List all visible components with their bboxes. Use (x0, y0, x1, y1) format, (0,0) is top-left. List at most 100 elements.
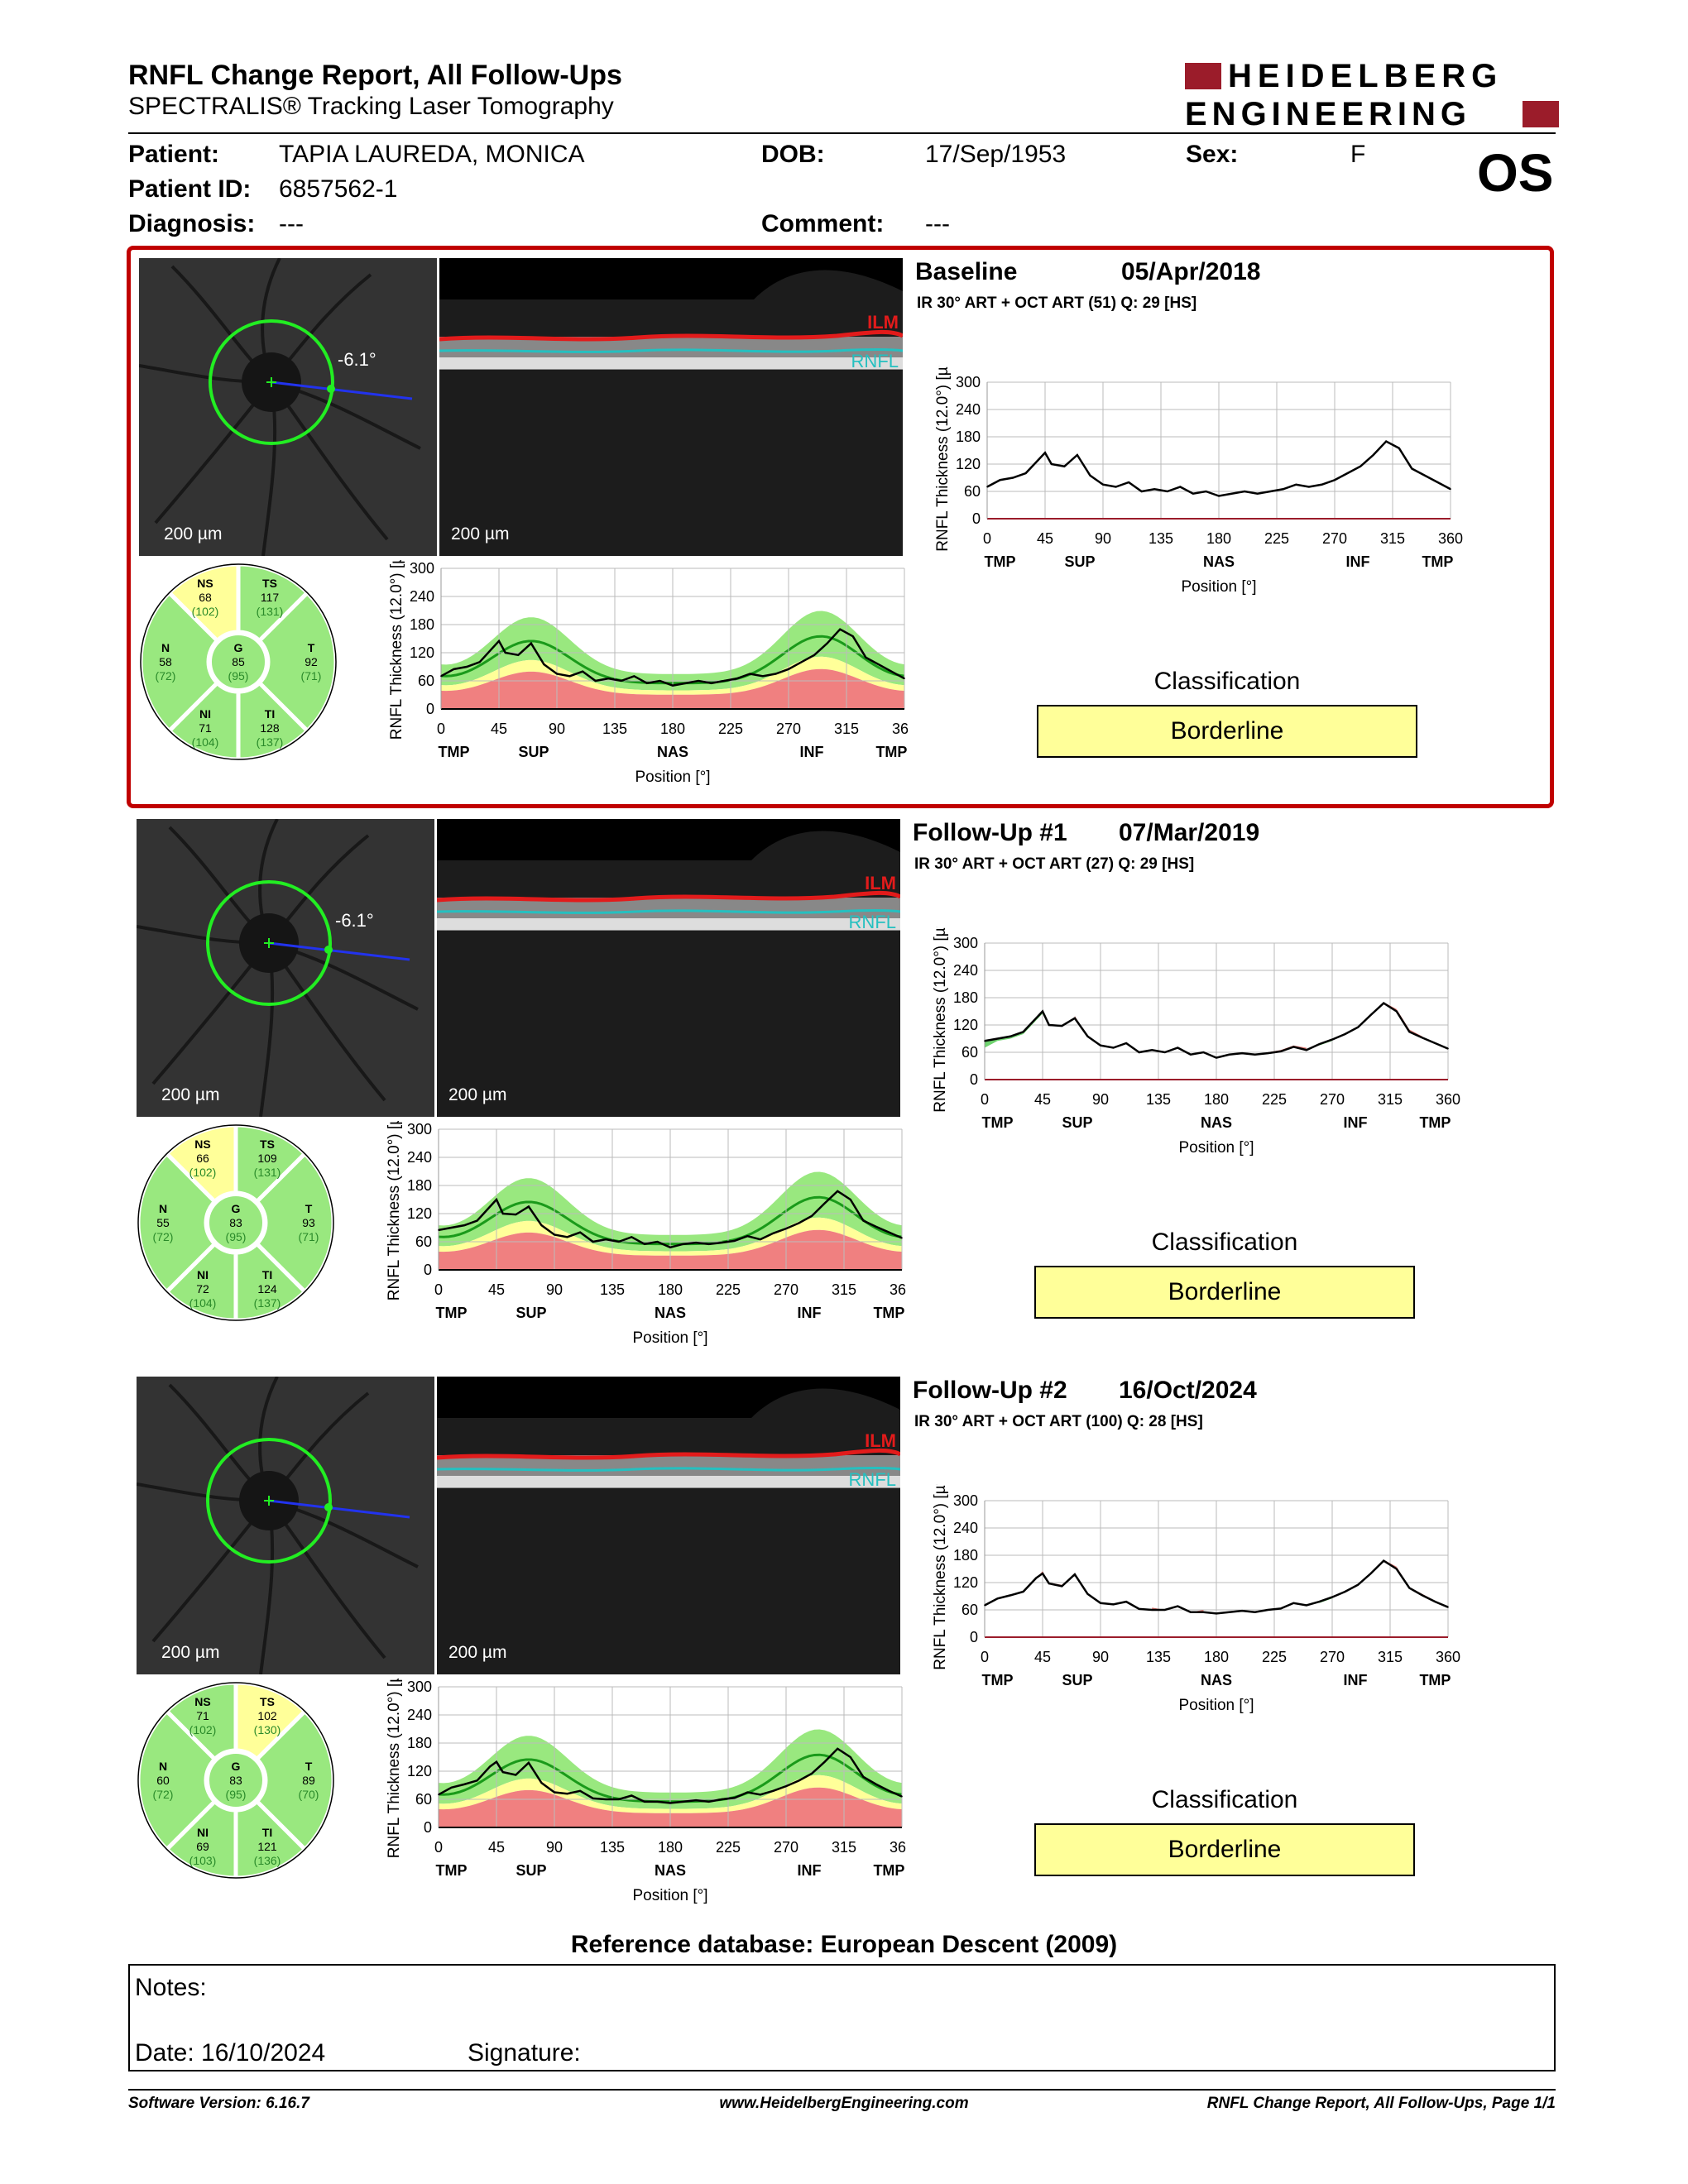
x-tick-label: 315 (1380, 530, 1405, 547)
data-point (646, 682, 648, 684)
scan-start-marker (327, 385, 335, 393)
x-tick-label: 135 (1146, 1649, 1171, 1665)
notes-box[interactable] (128, 1964, 1556, 2071)
data-point (1042, 1010, 1043, 1013)
data-point (1048, 1024, 1050, 1026)
data-point (1061, 1585, 1063, 1588)
ilm-label: ILM (865, 873, 896, 893)
y-tick-label: 300 (956, 374, 981, 390)
data-point (849, 1756, 851, 1758)
data-point (1447, 1047, 1449, 1050)
data-point (684, 682, 687, 684)
y-axis-title: RNFL Thickness (12.0°) [µm] (388, 560, 405, 740)
data-point (1395, 1010, 1398, 1013)
x-tick-label: 135 (1146, 1091, 1171, 1108)
sector-reference: (102) (189, 1166, 217, 1179)
data-point (440, 675, 442, 678)
y-tick-label: 300 (407, 1121, 432, 1138)
data-point (489, 1765, 492, 1768)
fundus-drawing: -6.1° (137, 819, 419, 1117)
x-tick-label: 135 (1149, 530, 1173, 547)
sector-value: 93 (302, 1216, 315, 1229)
x-tick-label: 90 (1092, 1649, 1109, 1665)
sector-value: 124 (257, 1282, 277, 1296)
sector-g[interactable] (206, 1751, 266, 1810)
data-point (1344, 1033, 1346, 1035)
x-tick-label: 90 (1095, 530, 1111, 547)
data-point (749, 673, 751, 675)
data-point (1190, 1611, 1192, 1613)
data-point (762, 675, 764, 678)
data-point (501, 1771, 504, 1773)
data-point (1256, 492, 1259, 495)
rnfl-profile-line (440, 628, 905, 687)
data-point (901, 1795, 903, 1798)
x-axis-title: Position [°] (635, 769, 710, 786)
sector-value: 92 (305, 655, 318, 668)
footer-divider (128, 2089, 1556, 2091)
bscan-image: ILM RNFL 200 µm (437, 1377, 900, 1674)
x-tick-label: 225 (718, 721, 743, 737)
sector-name: N (159, 1202, 167, 1215)
bscan-drawing: ILM RNFL (439, 258, 903, 556)
data-point (543, 663, 545, 665)
data-point (463, 1224, 465, 1226)
sector-name: T (308, 641, 315, 654)
sector-value: 117 (261, 591, 280, 604)
y-tick-label: 0 (970, 1071, 978, 1088)
sector-value: 55 (156, 1216, 170, 1229)
dob-value: 17/Sep/1953 (925, 141, 1067, 168)
data-point (682, 1801, 684, 1803)
x-tick-label: 315 (1378, 1649, 1403, 1665)
y-tick-label: 240 (953, 962, 978, 979)
region-label: NAS (1201, 1114, 1232, 1131)
sector-g[interactable] (209, 632, 268, 692)
data-point (579, 1231, 581, 1233)
x-tick-label: 360 (1436, 1649, 1460, 1665)
bscan-background (439, 258, 903, 556)
x-tick-label: 225 (1264, 530, 1289, 547)
sector-g[interactable] (206, 1193, 266, 1252)
data-point (1279, 1051, 1282, 1052)
classification-result: Borderline (1037, 705, 1417, 758)
y-tick-label: 180 (410, 616, 434, 633)
fundus-scale: 200 µm (161, 1085, 220, 1104)
x-tick-label: 180 (1206, 530, 1231, 547)
patient-label: Patient: (128, 141, 220, 168)
region-label: TMP (1422, 553, 1453, 570)
rnfl-line (437, 1467, 900, 1472)
y-tick-label: 120 (410, 644, 434, 661)
region-label: SUP (1064, 553, 1095, 570)
region-label: INF (800, 744, 824, 760)
data-point (723, 680, 726, 682)
sector-reference: (103) (189, 1854, 217, 1867)
data-point (1190, 1053, 1192, 1056)
data-point (1112, 1046, 1115, 1049)
data-point (1089, 474, 1091, 477)
website-link[interactable]: www.HeidelbergEngineering.com (719, 2095, 969, 2112)
sector-name: N (159, 1760, 167, 1773)
visit-date: 05/Apr/2018 (1121, 258, 1261, 285)
data-point (453, 668, 455, 670)
sector-name: NS (194, 1695, 210, 1708)
data-point (984, 1604, 985, 1607)
data-point (785, 1785, 787, 1787)
sector-name: T (305, 1202, 313, 1215)
ilm-label: ILM (865, 1430, 896, 1451)
data-point (554, 1791, 555, 1794)
data-point (1267, 1609, 1269, 1611)
data-point (1050, 463, 1053, 465)
page-info: RNFL Change Report, All Follow-Ups, Page… (1206, 2095, 1556, 2112)
data-point (1308, 486, 1310, 488)
data-point (528, 1205, 530, 1208)
data-point (996, 1597, 999, 1600)
x-tick-label: 225 (716, 1281, 741, 1298)
data-point (1035, 1017, 1038, 1019)
data-point (1395, 1568, 1398, 1570)
sector-reference: (72) (153, 1788, 174, 1801)
data-point (1048, 1583, 1050, 1584)
data-point (554, 1233, 555, 1236)
data-point (1411, 467, 1413, 470)
data-point (1244, 491, 1245, 492)
sector-value: 85 (232, 655, 245, 668)
